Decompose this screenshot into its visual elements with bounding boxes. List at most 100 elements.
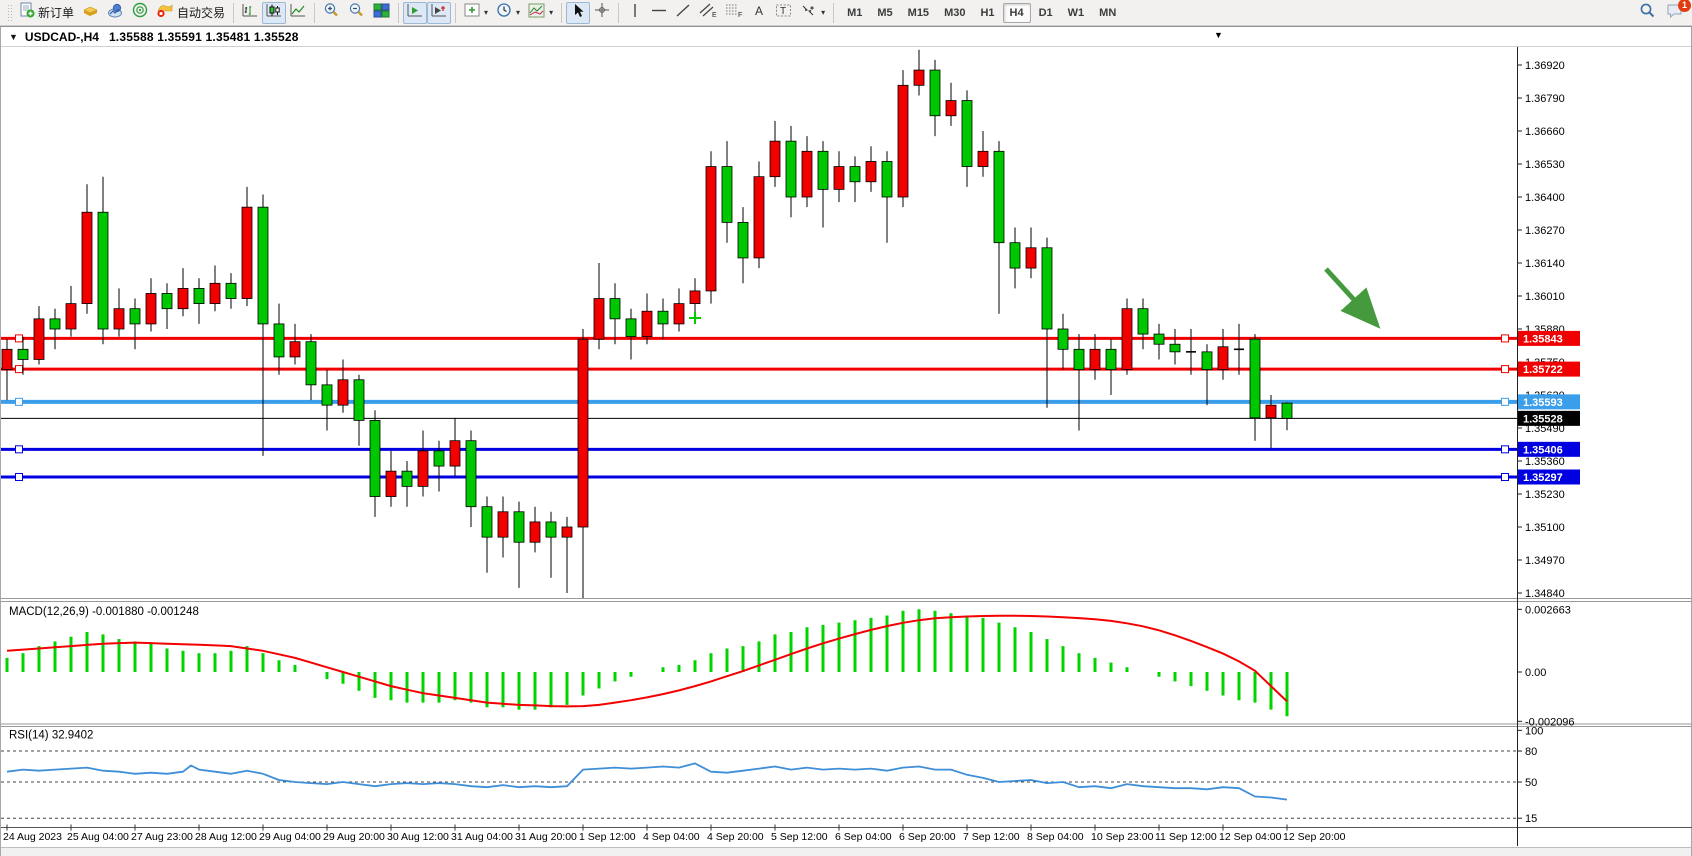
chart-shift-button[interactable] (427, 1, 452, 24)
text-tool-button[interactable]: A (747, 2, 771, 24)
chart-canvas[interactable]: 1.36920 1.36790 1.36660 1.36530 1.36400 1.362… (1, 47, 1692, 847)
annotations-layer[interactable] (689, 267, 1381, 329)
zoom-in-button[interactable] (319, 2, 344, 24)
time-axis-label: 10 Sep 23:00 (1091, 831, 1154, 843)
hline-handle[interactable] (15, 445, 23, 454)
hline-handle[interactable] (1501, 445, 1509, 454)
search-icon[interactable] (1639, 2, 1656, 24)
hline-objects-layer[interactable] (1, 334, 1517, 481)
toolbar-right-group: 1 (1639, 0, 1691, 26)
svg-text:A: A (755, 4, 763, 18)
hline-handle[interactable] (1501, 365, 1509, 374)
hline-handle[interactable] (15, 334, 23, 343)
price-axis-label: 1.36400 (1525, 192, 1565, 204)
price-axis-label: 1.36270 (1525, 225, 1565, 237)
rsi-axis-label: 50 (1525, 777, 1537, 789)
candle-up (561, 526, 573, 538)
candle-down (737, 221, 749, 259)
chart-window: ▼ USDCAD-,H4 1.35588 1.35591 1.35481 1.3… (0, 26, 1692, 856)
hline-handle[interactable] (1501, 397, 1509, 406)
toolbar-grip[interactable] (7, 3, 12, 22)
candle-down (465, 440, 477, 508)
hline-handle[interactable] (1501, 334, 1509, 343)
candle-down (929, 69, 941, 117)
chart-title-bar[interactable]: ▼ USDCAD-,H4 1.35588 1.35591 1.35481 1.3… (1, 27, 1691, 47)
hline-handle[interactable] (15, 397, 23, 406)
fibonacci-tool-button[interactable]: F (721, 2, 747, 24)
chart-profiles-button[interactable] (78, 2, 103, 24)
timeframe-button-m1[interactable]: M1 (847, 6, 863, 19)
toolbar-separator (561, 2, 563, 23)
zoom-in-icon (323, 2, 340, 23)
timeframe-button-m5[interactable]: M5 (877, 6, 893, 19)
axes-layer[interactable]: 1.36920 1.36790 1.36660 1.36530 1.36400 1.362… (1, 47, 1692, 846)
rsi-axis-label: 100 (1525, 725, 1543, 737)
auto-trading-button[interactable]: 自动交易 (152, 2, 229, 24)
timeframe-button-mn[interactable]: MN (1099, 6, 1117, 19)
candle-down (97, 211, 109, 330)
new-order-button[interactable]: 新订单 (15, 2, 78, 24)
zoom-out-button[interactable] (344, 2, 369, 24)
candle-down (1153, 333, 1165, 345)
candle-up (1217, 346, 1229, 371)
navigator-button[interactable] (128, 2, 152, 24)
rsi-indicator-label: RSI(14) 32.9402 (9, 729, 93, 741)
timeframe-button-w1[interactable]: W1 (1067, 6, 1085, 19)
cursor-tool-button[interactable] (566, 1, 591, 24)
arrow-annotation[interactable] (1324, 267, 1381, 329)
toolbar-separator (455, 2, 457, 23)
candle-up (209, 282, 221, 305)
text-label-icon: T (775, 3, 792, 23)
hline-handle[interactable] (15, 472, 23, 481)
indicators-button[interactable]: ▾ (460, 2, 492, 24)
time-axis-label: 8 Sep 04:00 (1027, 831, 1084, 843)
fibonacci-icon: F (725, 2, 743, 23)
candle-down (1249, 338, 1261, 419)
price-axis-label: 1.35360 (1525, 456, 1565, 468)
templates-button[interactable]: ▾ (524, 2, 557, 24)
trendline-tool-button[interactable] (671, 2, 695, 24)
macd-indicator-label: MACD(12,26,9) -0.001880 -0.001248 (9, 606, 199, 618)
dropdown-caret-icon: ▾ (516, 8, 521, 17)
notifications-button[interactable]: 1 (1666, 0, 1691, 24)
candle-up (1089, 348, 1101, 371)
candle-down (1073, 348, 1085, 371)
candle-up (689, 290, 701, 305)
navigator-icon (132, 2, 148, 23)
candle-up (769, 140, 781, 178)
candle-down (1169, 343, 1181, 353)
hline-handle[interactable] (1501, 472, 1509, 481)
plus-marker[interactable] (689, 312, 701, 324)
candle-up (705, 166, 717, 292)
hline-handle[interactable] (15, 365, 23, 374)
candle-down (17, 348, 29, 360)
periods-button[interactable]: ▾ (492, 2, 524, 24)
candles-layer (1, 49, 1293, 599)
text-label-tool-button[interactable]: T (771, 2, 796, 24)
timeframe-button-h1[interactable]: H1 (980, 6, 995, 19)
timeframe-group: M1 M5 M15 M30 H1 H4 D1 W1 MN (840, 2, 1123, 23)
auto-scroll-button[interactable] (403, 1, 428, 24)
timeframe-button-m30[interactable]: M30 (944, 6, 966, 19)
chevron-down-icon[interactable]: ▼ (9, 31, 18, 42)
arrows-tool-button[interactable]: ▾ (796, 2, 829, 24)
tile-windows-button[interactable] (369, 2, 394, 24)
vertical-line-tool-button[interactable] (623, 2, 647, 24)
crosshair-tool-button[interactable] (590, 2, 614, 24)
bar-chart-type-button[interactable] (238, 2, 262, 24)
market-watch-button[interactable] (103, 2, 128, 24)
toolbar-separator (833, 2, 835, 23)
time-axis-label: 24 Aug 2023 (3, 831, 62, 843)
time-axis-label: 12 Sep 20:00 (1283, 831, 1346, 843)
profile-icon (82, 3, 99, 23)
timeframe-button-h4[interactable]: H4 (1002, 2, 1031, 23)
timeframe-button-d1[interactable]: D1 (1038, 6, 1053, 19)
auto-trading-icon (156, 2, 174, 23)
timeframe-button-m15[interactable]: M15 (907, 6, 930, 19)
horizontal-line-tool-button[interactable] (647, 2, 671, 24)
candle-up (241, 206, 253, 299)
line-chart-type-button[interactable] (286, 2, 310, 24)
equidistant-channel-tool-button[interactable]: E (695, 2, 721, 24)
candle-up (417, 450, 429, 487)
candle-chart-type-button[interactable] (262, 1, 287, 24)
